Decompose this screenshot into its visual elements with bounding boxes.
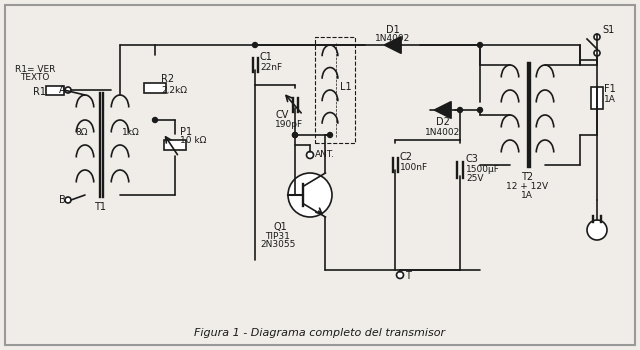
Text: D1: D1: [386, 25, 399, 35]
Text: T2: T2: [521, 172, 533, 182]
Circle shape: [292, 133, 298, 138]
Text: T: T: [405, 271, 411, 281]
Circle shape: [594, 50, 600, 56]
Circle shape: [292, 133, 298, 138]
Circle shape: [458, 107, 463, 112]
Circle shape: [307, 152, 314, 159]
Circle shape: [152, 118, 157, 122]
Text: TEXTO: TEXTO: [20, 73, 50, 82]
Text: 22nF: 22nF: [260, 63, 282, 72]
Text: 25V: 25V: [466, 174, 483, 183]
Text: A: A: [59, 85, 65, 95]
Text: CV: CV: [275, 110, 289, 120]
Text: TIP31: TIP31: [266, 232, 291, 241]
Text: L1: L1: [340, 82, 351, 92]
Text: C1: C1: [260, 52, 273, 62]
Polygon shape: [385, 37, 401, 53]
Text: Figura 1 - Diagrama completo del transmisor: Figura 1 - Diagrama completo del transmi…: [195, 328, 445, 338]
Text: R2: R2: [161, 75, 174, 84]
Text: S1: S1: [602, 25, 614, 35]
Text: 1N4002: 1N4002: [375, 34, 410, 43]
Text: 1kΩ: 1kΩ: [122, 128, 140, 137]
Circle shape: [65, 87, 71, 93]
Circle shape: [477, 42, 483, 48]
Text: T1: T1: [94, 202, 106, 212]
Polygon shape: [435, 102, 451, 118]
Text: D2: D2: [436, 117, 449, 127]
Text: R1= VER: R1= VER: [15, 65, 55, 74]
Text: R1: R1: [33, 87, 47, 97]
Circle shape: [328, 133, 333, 138]
Circle shape: [594, 34, 600, 40]
Text: Q1: Q1: [273, 222, 287, 232]
Text: ANT.: ANT.: [315, 150, 335, 159]
Bar: [144, 83, 166, 92]
Text: 190pF: 190pF: [275, 120, 303, 129]
Text: 1A: 1A: [521, 191, 533, 200]
Text: 12 + 12V: 12 + 12V: [506, 182, 548, 191]
Bar: [591, 86, 603, 108]
Text: 10 kΩ: 10 kΩ: [180, 136, 206, 145]
Circle shape: [477, 107, 483, 112]
Circle shape: [288, 173, 332, 217]
Circle shape: [587, 220, 607, 240]
Text: F1: F1: [604, 84, 616, 94]
Text: P1: P1: [180, 127, 192, 137]
Circle shape: [65, 197, 71, 203]
Text: B: B: [59, 195, 65, 205]
Text: C2: C2: [400, 152, 413, 162]
Text: 2N3055: 2N3055: [260, 240, 296, 249]
Bar: [46, 85, 64, 94]
Text: 1A: 1A: [604, 96, 616, 105]
Text: 8Ω: 8Ω: [76, 128, 88, 137]
Text: 2,2kΩ: 2,2kΩ: [161, 85, 187, 94]
Text: 1500μF: 1500μF: [466, 165, 500, 174]
Text: 100nF: 100nF: [400, 163, 428, 172]
Text: 1N4002: 1N4002: [425, 128, 460, 137]
Text: C3: C3: [466, 154, 479, 164]
Circle shape: [253, 42, 257, 48]
Circle shape: [397, 272, 403, 279]
Bar: [164, 140, 186, 150]
